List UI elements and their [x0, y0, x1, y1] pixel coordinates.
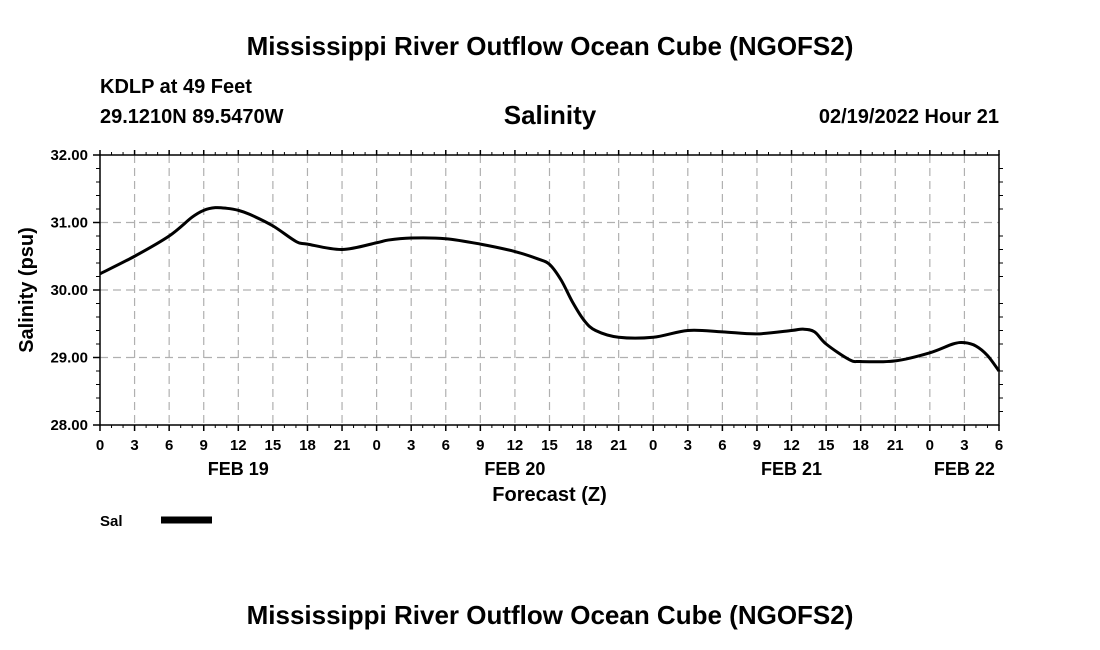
- y-tick-label: 28.00: [50, 417, 88, 434]
- x-tick-label: 15: [541, 437, 558, 454]
- y-tick-label: 30.00: [50, 282, 88, 299]
- x-tick-label: 15: [818, 437, 835, 454]
- station-coordinates: 29.1210N 89.5470W: [100, 106, 284, 128]
- x-tick-label: 21: [334, 437, 351, 454]
- x-tick-label: 12: [230, 437, 247, 454]
- day-label: FEB 20: [484, 459, 545, 479]
- y-tick-label: 29.00: [50, 350, 88, 367]
- series-layer: [99, 206, 1001, 372]
- legend-label: Sal: [100, 513, 123, 530]
- x-tick-label: 0: [926, 437, 934, 454]
- x-tick-label: 12: [783, 437, 800, 454]
- y-tick-label: 32.00: [50, 147, 88, 164]
- x-tick-label: 6: [165, 437, 173, 454]
- x-tick-label: 3: [684, 437, 692, 454]
- x-tick-label: 21: [610, 437, 627, 454]
- x-tick-label: 18: [852, 437, 869, 454]
- chart-subtitle: Salinity: [503, 100, 597, 130]
- x-tick-label: 3: [130, 437, 138, 454]
- x-tick-label: 0: [372, 437, 380, 454]
- legend: Sal: [100, 513, 212, 530]
- label-layer: 28.00 29.00 30.00 31.00 32.00 0 3 6 9 12 15 18 21 0 3 6…: [16, 147, 1003, 530]
- day-label: FEB 21: [761, 459, 822, 479]
- x-tick-label: 9: [753, 437, 761, 454]
- day-label: FEB 22: [934, 459, 995, 479]
- x-tick-label: 15: [265, 437, 282, 454]
- station-label: KDLP at 49 Feet: [100, 76, 252, 98]
- x-tick-label: 9: [200, 437, 208, 454]
- x-tick-label: 6: [718, 437, 726, 454]
- axis-layer: [93, 150, 1003, 431]
- plot-frame: [99, 154, 1000, 426]
- series-line-sal: [99, 206, 1001, 372]
- x-tick-label: 12: [507, 437, 524, 454]
- x-tick-label: 6: [995, 437, 1003, 454]
- x-tick-label: 21: [887, 437, 904, 454]
- x-tick-label: 0: [96, 437, 104, 454]
- footer-title: Mississippi River Outflow Ocean Cube (NG…: [246, 600, 854, 630]
- x-tick-label: 9: [476, 437, 484, 454]
- x-tick-label: 18: [299, 437, 316, 454]
- y-axis-title: Salinity (psu): [16, 227, 38, 353]
- x-tick-label: 6: [442, 437, 450, 454]
- grid-layer: [100, 155, 999, 425]
- x-tick-label: 3: [960, 437, 968, 454]
- x-tick-label: 18: [576, 437, 593, 454]
- chart-title: Mississippi River Outflow Ocean Cube (NG…: [246, 31, 854, 61]
- x-axis-title: Forecast (Z): [492, 484, 606, 506]
- x-tick-label: 3: [407, 437, 415, 454]
- forecast-datetime: 02/19/2022 Hour 21: [818, 106, 999, 128]
- day-label: FEB 19: [208, 459, 269, 479]
- y-tick-label: 31.00: [50, 215, 88, 232]
- x-tick-label: 0: [649, 437, 657, 454]
